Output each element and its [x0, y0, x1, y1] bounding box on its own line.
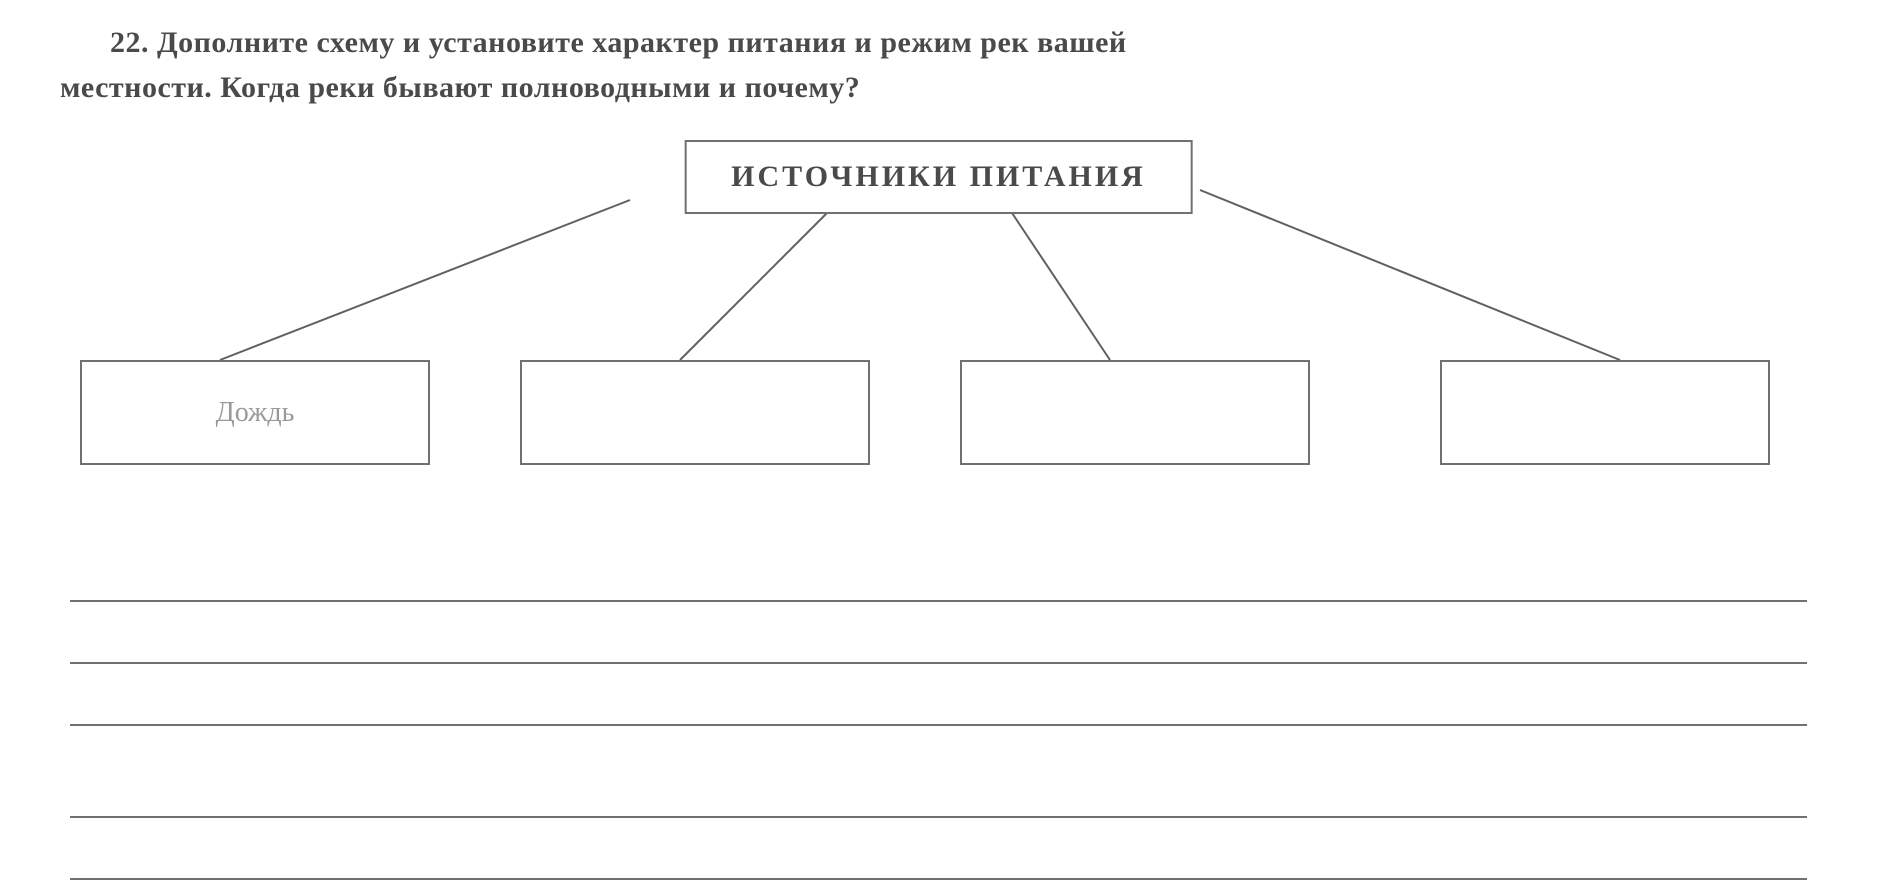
answer-line[interactable] — [70, 818, 1807, 880]
connector-line-2 — [680, 210, 830, 360]
answer-line[interactable] — [70, 540, 1807, 602]
task-text-line1: Дополните схему и установите характер пи… — [157, 26, 1127, 59]
answer-gap — [70, 726, 1807, 756]
connector-line-4 — [1200, 190, 1620, 360]
diagram-child-box-3[interactable] — [960, 360, 1310, 465]
diagram-child-box-4[interactable] — [1440, 360, 1770, 465]
task-text-line2: местности. Когда реки бывают полноводным… — [60, 71, 860, 104]
diagram-container: ИСТОЧНИКИ ПИТАНИЯ Дождь — [60, 140, 1817, 470]
diagram-root-box: ИСТОЧНИКИ ПИТАНИЯ — [684, 140, 1193, 214]
diagram-child-label-1: Дождь — [216, 397, 295, 429]
answer-line[interactable] — [70, 602, 1807, 664]
connector-line-1 — [220, 200, 630, 360]
answer-line[interactable] — [70, 756, 1807, 818]
answer-line[interactable] — [70, 664, 1807, 726]
diagram-child-box-1[interactable]: Дождь — [80, 360, 430, 465]
task-number: 22. — [110, 26, 149, 59]
task-text: 22. Дополните схему и установите характе… — [60, 20, 1817, 110]
answer-lines-area — [60, 540, 1817, 880]
diagram-child-box-2[interactable] — [520, 360, 870, 465]
connector-line-3 — [1010, 210, 1110, 360]
